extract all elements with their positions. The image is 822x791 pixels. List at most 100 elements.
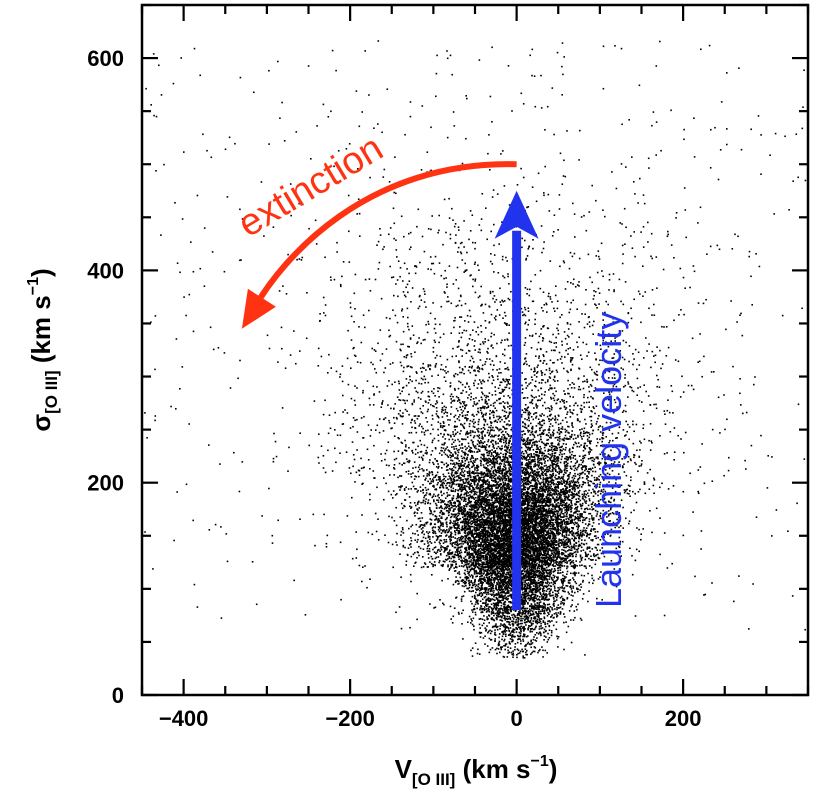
scatter-point — [446, 57, 449, 60]
scatter-point — [683, 128, 685, 131]
scatter-point — [638, 84, 641, 87]
scatter-point — [578, 463, 580, 466]
scatter-point — [562, 492, 565, 494]
scatter-point — [447, 564, 449, 566]
scatter-point — [453, 546, 456, 549]
scatter-point — [443, 291, 446, 293]
scatter-point — [491, 582, 494, 585]
scatter-point — [514, 648, 516, 651]
scatter-point — [486, 350, 488, 353]
scatter-point — [477, 483, 479, 485]
scatter-point — [454, 426, 457, 428]
scatter-point — [547, 552, 549, 554]
scatter-point — [369, 498, 371, 501]
scatter-point — [510, 470, 512, 473]
scatter-point — [588, 581, 590, 584]
scatter-point — [608, 485, 610, 487]
scatter-point — [524, 408, 526, 410]
scatter-point — [687, 384, 690, 387]
scatter-point — [453, 466, 455, 468]
scatter-point — [432, 495, 434, 498]
scatter-point — [397, 450, 400, 452]
scatter-point — [493, 590, 495, 592]
scatter-point — [400, 441, 403, 444]
scatter-point — [577, 436, 579, 438]
scatter-point — [563, 602, 565, 605]
scatter-point — [457, 519, 460, 521]
scatter-point — [411, 403, 414, 406]
scatter-point — [595, 535, 597, 537]
scatter-point — [548, 498, 551, 501]
scatter-point — [384, 458, 386, 461]
scatter-point — [488, 460, 490, 463]
scatter-point — [489, 484, 492, 487]
scatter-point — [622, 368, 624, 371]
scatter-point — [529, 625, 531, 627]
scatter-point — [577, 442, 580, 444]
scatter-point — [486, 499, 488, 501]
scatter-point — [435, 400, 438, 402]
scatter-point — [555, 369, 558, 372]
scatter-point — [503, 656, 506, 658]
scatter-point — [502, 529, 505, 531]
scatter-point — [424, 400, 427, 402]
scatter-point — [561, 562, 563, 564]
scatter-point — [467, 369, 470, 372]
scatter-point — [281, 101, 283, 104]
scatter-point — [372, 385, 375, 388]
scatter-point — [390, 493, 393, 496]
scatter-point — [634, 461, 636, 464]
scatter-point — [480, 516, 483, 518]
scatter-point — [494, 499, 496, 502]
scatter-point — [663, 326, 665, 328]
scatter-point — [573, 519, 575, 521]
scatter-point — [471, 442, 474, 444]
scatter-point — [538, 520, 541, 523]
scatter-point — [504, 617, 506, 620]
scatter-point — [528, 621, 531, 623]
scatter-point — [454, 546, 457, 549]
scatter-point — [429, 494, 432, 496]
scatter-point — [409, 543, 412, 545]
scatter-point — [552, 468, 554, 470]
scatter-point — [642, 246, 645, 248]
scatter-point — [519, 638, 521, 640]
scatter-point — [594, 466, 596, 469]
scatter-point — [539, 550, 542, 552]
scatter-point — [577, 434, 579, 437]
scatter-point — [458, 361, 460, 364]
scatter-point — [588, 499, 591, 502]
scatter-point — [445, 406, 447, 409]
scatter-point — [542, 466, 544, 469]
scatter-point — [451, 207, 453, 210]
scatter-point — [524, 287, 527, 289]
scatter-point — [433, 272, 436, 275]
scatter-point — [492, 521, 494, 523]
scatter-point — [565, 483, 567, 485]
scatter-point — [473, 422, 475, 425]
scatter-point — [539, 287, 542, 290]
scatter-point — [613, 373, 616, 376]
scatter-point — [643, 438, 646, 441]
scatter-point — [495, 623, 497, 625]
scatter-point — [453, 426, 456, 428]
scatter-point — [527, 543, 529, 546]
scatter-point — [592, 406, 595, 408]
scatter-point — [554, 541, 557, 543]
scatter-point — [535, 488, 537, 491]
scatter-point — [471, 602, 473, 605]
scatter-point — [458, 540, 461, 542]
scatter-point — [585, 500, 588, 502]
scatter-point — [620, 555, 622, 557]
scatter-point — [586, 492, 589, 495]
scatter-point — [476, 467, 478, 470]
scatter-point — [420, 528, 423, 530]
scatter-point — [548, 573, 550, 575]
scatter-point — [512, 635, 515, 638]
scatter-point — [439, 426, 442, 428]
scatter-point — [445, 469, 448, 471]
scatter-point — [651, 289, 654, 291]
scatter-point — [541, 490, 544, 492]
scatter-point — [536, 532, 538, 535]
scatter-point — [493, 223, 495, 226]
